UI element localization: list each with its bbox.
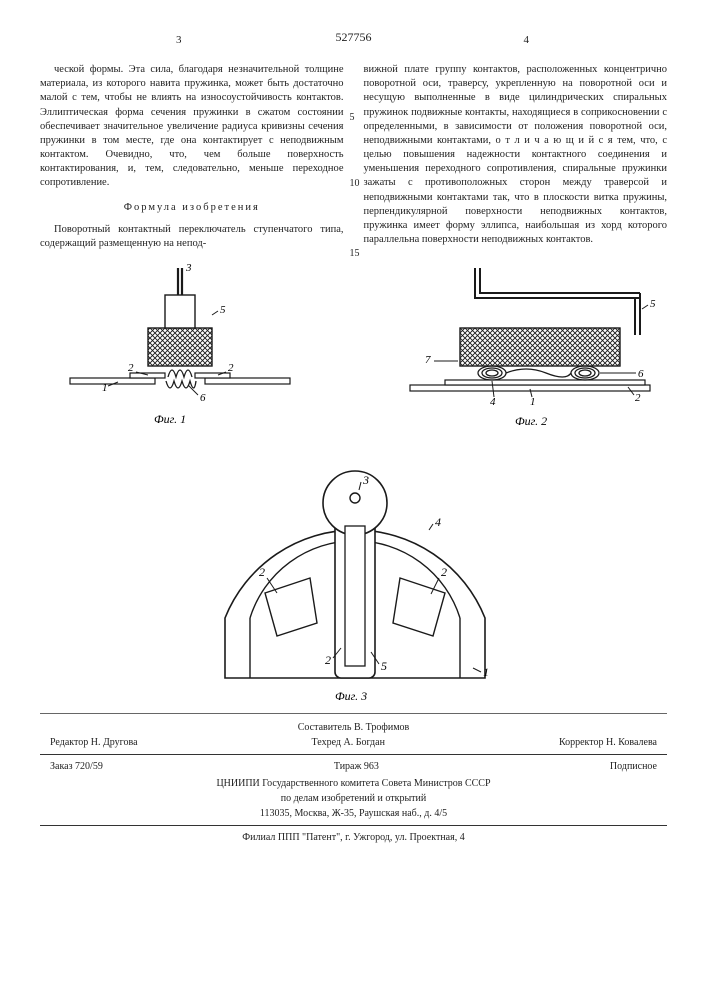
fig1-c5: 5 bbox=[220, 304, 226, 316]
footer-subscribe: Подписное bbox=[610, 759, 657, 774]
text-columns: ческой формы. Эта сила, благодаря незнач… bbox=[40, 63, 667, 251]
fig3-c1: 1 bbox=[483, 665, 489, 679]
fig2-c2: 2 bbox=[635, 392, 641, 404]
fig3-c2c: 2 bbox=[325, 653, 331, 667]
fig1-c6: 6 bbox=[200, 392, 206, 404]
page-num-left: 3 bbox=[176, 34, 182, 46]
formula-title: Формула изобретения bbox=[40, 201, 344, 215]
fig3: 3 4 2 2 2 5 1 Фиг. 3 bbox=[225, 471, 489, 703]
patent-page: 527756 3 4 ческой формы. Эта сила, благо… bbox=[0, 0, 707, 1000]
fig1-c2a: 2 bbox=[128, 362, 134, 374]
figures-svg: 3 5 2 2 1 6 Фиг. 1 bbox=[40, 263, 667, 703]
patent-number: 527756 bbox=[40, 30, 667, 45]
marker-5: 5 bbox=[350, 111, 355, 125]
fig3-c4: 4 bbox=[435, 515, 441, 529]
footer-addr1: 113035, Москва, Ж-35, Раушская наб., д. … bbox=[40, 806, 667, 821]
footer-editor: Редактор Н. Другова bbox=[50, 735, 138, 750]
fig3-c2a: 2 bbox=[259, 565, 265, 579]
footer-compiler: Составитель В. Трофимов bbox=[40, 720, 667, 735]
fig1: 3 5 2 2 1 6 Фиг. 1 bbox=[70, 263, 290, 426]
fig3-c3: 3 bbox=[362, 473, 369, 487]
footer-corrector: Корректор Н. Ковалева bbox=[559, 735, 657, 750]
footer-techred: Техред А. Богдан bbox=[312, 735, 385, 750]
fig2-c7: 7 bbox=[425, 354, 431, 366]
marker-15: 15 bbox=[350, 247, 360, 261]
right-column: 5 10 15 вижной плате группу контактов, р… bbox=[364, 63, 668, 251]
footer-branch: Филиал ППП "Патент", г. Ужгород, ул. Про… bbox=[40, 830, 667, 845]
fig2-c1: 1 bbox=[530, 396, 536, 408]
fig2: 5 7 4 1 2 6 Фиг. 2 bbox=[410, 268, 656, 428]
page-num-right: 4 bbox=[524, 34, 530, 46]
fig1-c2b: 2 bbox=[228, 362, 234, 374]
footer-org1: ЦНИИПИ Государственного комитета Совета … bbox=[40, 776, 667, 791]
footer: Составитель В. Трофимов Редактор Н. Друг… bbox=[40, 713, 667, 845]
fig2-label: Фиг. 2 bbox=[515, 414, 547, 428]
right-para1: вижной плате группу контактов, расположе… bbox=[364, 63, 668, 247]
footer-org2: по делам изобретений и открытий bbox=[40, 791, 667, 806]
fig3-c2b: 2 bbox=[441, 565, 447, 579]
fig2-c4: 4 bbox=[490, 396, 496, 408]
left-para1: ческой формы. Эта сила, благодаря незнач… bbox=[40, 63, 344, 191]
footer-order: Заказ 720/59 bbox=[50, 759, 103, 774]
fig1-c3: 3 bbox=[185, 263, 192, 274]
fig1-label: Фиг. 1 bbox=[154, 412, 186, 426]
fig3-label: Фиг. 3 bbox=[335, 689, 367, 703]
figures-area: 3 5 2 2 1 6 Фиг. 1 bbox=[40, 263, 667, 703]
fig2-c5: 5 bbox=[650, 298, 656, 310]
fig1-c1: 1 bbox=[102, 382, 108, 394]
fig2-c6: 6 bbox=[638, 368, 644, 380]
footer-tirazh: Тираж 963 bbox=[334, 759, 379, 774]
left-column: ческой формы. Эта сила, благодаря незнач… bbox=[40, 63, 344, 251]
left-para2: Поворотный контактный переключатель ступ… bbox=[40, 223, 344, 251]
fig3-c5: 5 bbox=[381, 659, 387, 673]
marker-10: 10 bbox=[350, 177, 360, 191]
